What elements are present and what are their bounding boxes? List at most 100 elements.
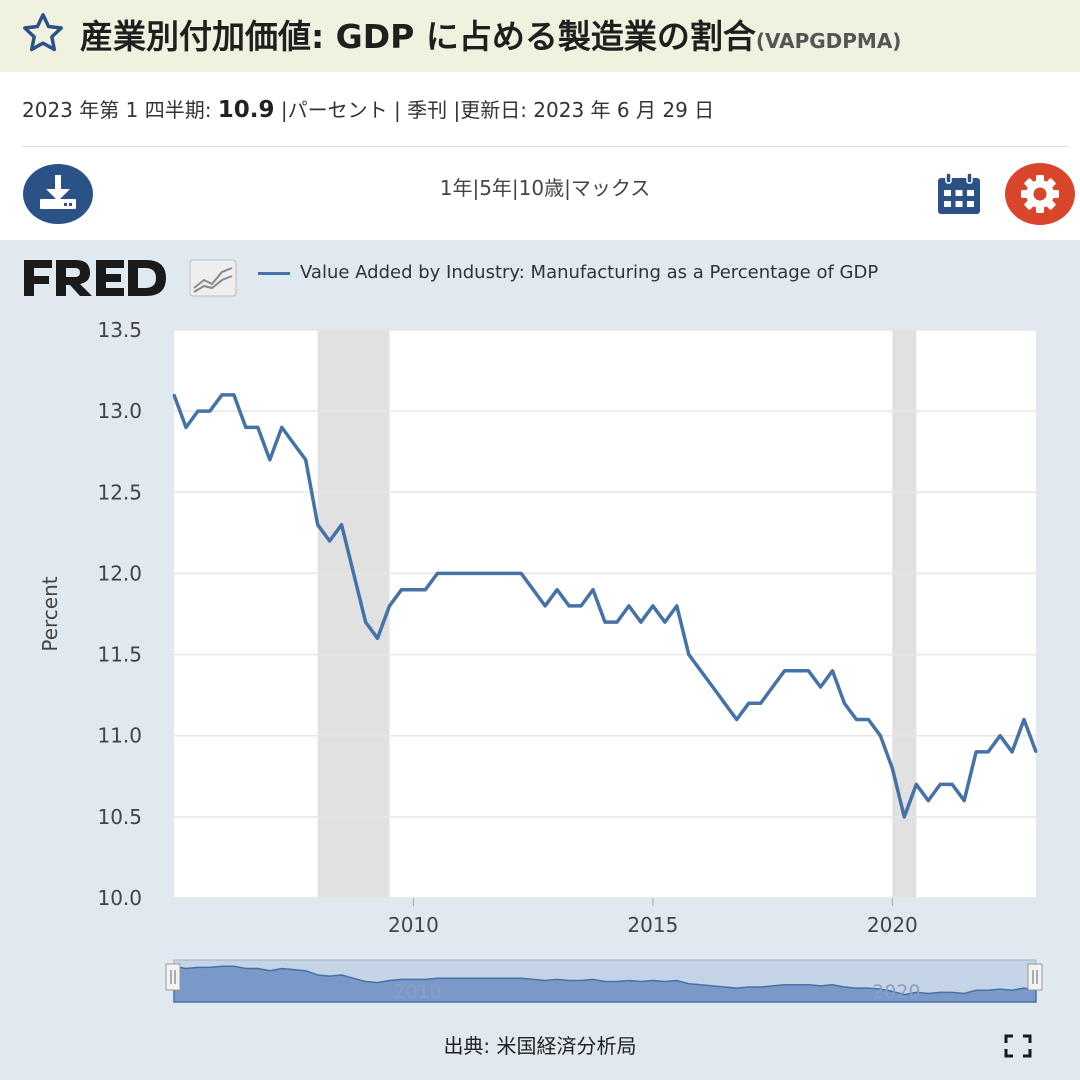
data-point	[232, 393, 236, 397]
data-point	[723, 702, 726, 705]
x-tick-label: 2010	[388, 913, 439, 937]
data-point	[220, 393, 224, 397]
y-tick-label: 10.5	[97, 805, 142, 829]
data-point	[675, 604, 679, 608]
data-point	[771, 685, 774, 689]
data-point	[627, 604, 631, 608]
data-point	[244, 426, 248, 429]
data-point	[939, 783, 942, 786]
data-point	[1034, 750, 1038, 754]
series-details: |パーセント | 季刊 |更新日: 2023 年 6 月 29 日	[280, 98, 715, 122]
range-max[interactable]: マックス	[570, 176, 651, 200]
data-point	[974, 750, 978, 754]
data-point	[867, 718, 870, 721]
data-point	[340, 523, 343, 526]
data-point	[196, 409, 200, 413]
data-point	[603, 620, 607, 624]
data-point	[699, 669, 702, 672]
settings-gear-icon[interactable]	[1004, 162, 1076, 226]
data-point	[879, 734, 882, 737]
line-chart: 10.0 10.5 11.0 11.5 12.0 12.5 13.0 13.5 2010 2015…	[38, 318, 1043, 1003]
data-point	[891, 766, 894, 770]
data-point	[927, 799, 930, 802]
data-point	[615, 620, 619, 624]
range-10y[interactable]: 10歳|	[518, 176, 571, 200]
data-point	[256, 426, 260, 429]
data-point	[663, 620, 667, 624]
x-tick-label: 2020	[867, 913, 918, 937]
fred-logo	[24, 259, 237, 297]
data-point	[639, 620, 643, 624]
data-point	[472, 572, 475, 575]
data-point	[280, 426, 283, 429]
data-point	[591, 588, 595, 591]
series-title: 産業別付加価値: GDP に占める製造業の割合	[80, 17, 756, 56]
data-point	[531, 588, 535, 591]
legend-label: Value Added by Industry: Manufacturing a…	[300, 262, 879, 283]
y-tick-label: 12.0	[97, 561, 142, 585]
data-point	[903, 815, 906, 819]
data-point	[831, 669, 834, 672]
data-point	[795, 669, 798, 672]
data-point	[412, 588, 415, 591]
y-tick-label: 11.0	[97, 724, 142, 748]
data-point	[950, 783, 954, 786]
data-point	[508, 572, 511, 575]
divider	[22, 146, 1068, 147]
y-tick-label: 12.5	[97, 480, 142, 504]
data-point	[986, 750, 990, 754]
navigator-handle[interactable]	[1027, 963, 1043, 991]
observation-period: 2023 年第 1 四半期:	[22, 98, 212, 122]
data-point	[496, 572, 499, 575]
series-meta: 2023 年第 1 四半期: 10.9 |パーセント | 季刊 |更新日: 20…	[22, 94, 714, 123]
data-point	[328, 539, 331, 543]
data-point	[1022, 718, 1026, 721]
data-point	[208, 409, 212, 413]
download-icon[interactable]	[22, 163, 94, 225]
series-code: (VAPGDPMA)	[755, 29, 902, 53]
y-tick-label: 10.0	[97, 886, 142, 910]
data-point	[998, 734, 1002, 737]
observation-value: 10.9	[217, 97, 275, 123]
y-tick-label: 13.0	[97, 399, 142, 423]
date-range-selector: 1年|5年|10歳|マックス	[380, 172, 710, 201]
legend-swatch	[258, 271, 290, 275]
navigator-label: 2020	[872, 981, 920, 1003]
data-point	[783, 669, 786, 672]
recession-shade	[892, 330, 917, 898]
data-point	[352, 572, 355, 575]
data-point	[651, 604, 655, 608]
source-note: 出典: 米国経済分析局	[443, 1034, 637, 1058]
y-tick-label: 13.5	[97, 318, 142, 342]
navigator-handle[interactable]	[165, 963, 181, 991]
star-icon[interactable]	[20, 10, 66, 56]
range-1y[interactable]: 1年|	[439, 176, 480, 200]
data-point	[436, 572, 439, 575]
data-point	[184, 426, 188, 429]
data-point	[448, 572, 451, 575]
navigator-label: 2010	[393, 981, 441, 1003]
x-tick-label: 2015	[627, 913, 678, 937]
range-5y[interactable]: 5年|	[479, 176, 519, 200]
data-point	[567, 604, 571, 608]
data-point	[292, 442, 295, 445]
data-point	[855, 718, 858, 721]
fullscreen-icon[interactable]	[1004, 1034, 1032, 1058]
data-point	[376, 637, 379, 640]
data-point	[543, 604, 547, 608]
data-point	[759, 702, 762, 705]
y-tick-label: 11.5	[97, 643, 142, 667]
data-point	[735, 718, 738, 721]
data-point	[747, 702, 750, 705]
data-point	[268, 458, 271, 462]
data-point	[400, 588, 403, 591]
page-title: 産業別付加価値: GDP に占める製造業の割合(VAPGDPMA)	[80, 10, 901, 58]
data-point	[711, 685, 714, 689]
data-point	[304, 458, 307, 462]
data-point	[172, 393, 176, 397]
calendar-icon[interactable]	[936, 172, 982, 216]
title-bar: 産業別付加価値: GDP に占める製造業の割合(VAPGDPMA)	[0, 0, 1080, 72]
data-point	[555, 588, 559, 591]
chart-legend: Value Added by Industry: Manufacturing a…	[258, 262, 878, 283]
data-point	[519, 572, 523, 575]
